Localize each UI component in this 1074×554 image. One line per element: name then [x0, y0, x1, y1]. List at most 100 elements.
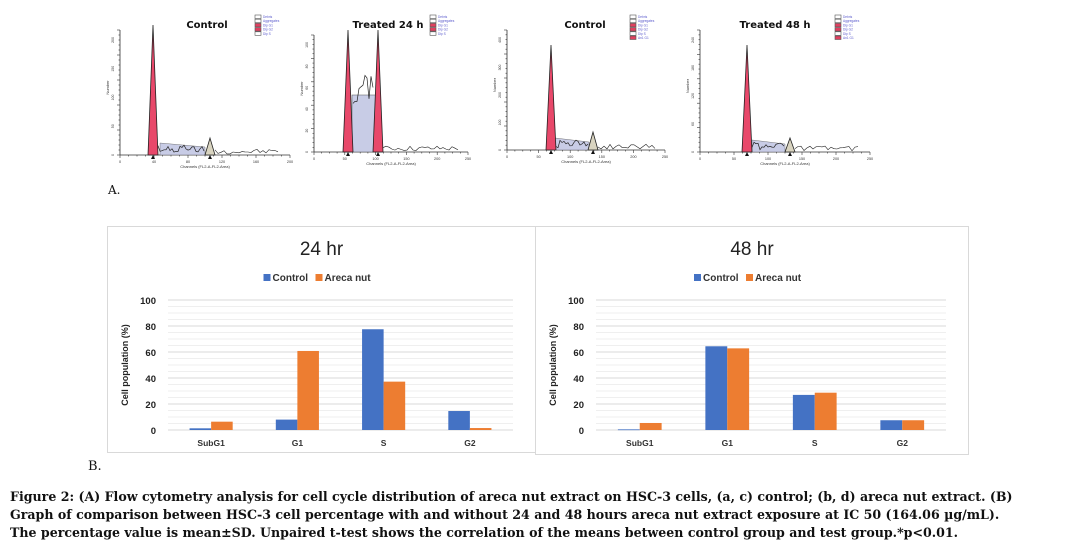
x-tick-label: S: [381, 438, 387, 448]
legend-label: Control: [273, 273, 309, 284]
legend-label: Dip G2: [263, 28, 273, 32]
x-tick-label: 200: [833, 157, 839, 161]
bar-control-g2: [880, 420, 903, 430]
y-axis-label: Number: [685, 78, 690, 93]
x-tick-label: 150: [799, 157, 805, 161]
y-tick-label: 0: [691, 151, 695, 153]
x-axis-label: Channels (FL2-A-FL2-Area): [561, 159, 611, 164]
x-tick-label: SubG1: [197, 438, 225, 448]
legend-swatch-areca-nut: [746, 274, 753, 281]
peak-marker-icon: [745, 152, 749, 156]
peak-marker-icon: [549, 150, 553, 154]
bar-control-s: [362, 329, 384, 430]
x-tick-label: 80: [186, 160, 190, 164]
y-tick-label: 300: [498, 65, 502, 71]
x-tick-label: 150: [403, 157, 409, 161]
x-tick-label: 160: [253, 160, 259, 164]
histogram-trace: [157, 144, 205, 153]
g1-peak: [342, 29, 354, 153]
legend-swatch: [629, 35, 637, 40]
y-tick-label: 60: [573, 348, 584, 359]
y-axis-label: Cell population (%): [548, 324, 558, 406]
x-tick-label: 0: [699, 157, 701, 161]
g1-peak: [545, 44, 557, 151]
x-tick-label: 0: [313, 157, 315, 161]
x-tick-label: SubG1: [626, 438, 654, 448]
s-phase-fill: [159, 142, 206, 156]
peak-marker-icon: [151, 155, 155, 159]
legend-swatch: [834, 31, 842, 36]
legend-label: Aggregates: [438, 19, 455, 23]
y-tick-label: 120: [691, 93, 695, 99]
legend-label: Aggregates: [263, 19, 280, 23]
flow-histogram-control-24h: Control Debris Aggregates Dip G1 Dip G2 Dip S…: [105, 0, 300, 180]
y-tick-label: 0: [498, 149, 502, 151]
caption-line: Figure 2: (A) Flow cytometry analysis fo…: [10, 489, 1013, 504]
peak-marker-icon: [208, 155, 212, 159]
x-tick-label: 100: [567, 155, 573, 159]
bar-control-g1: [705, 346, 728, 430]
legend-label: An1 G1: [638, 36, 649, 40]
x-axis-label: Channels (FL2-A-FL2-Area): [366, 161, 416, 166]
bar-control-g1: [275, 419, 298, 430]
y-axis-label: Number: [105, 80, 110, 95]
x-tick-label: G1: [292, 438, 304, 448]
peak-marker-icon: [376, 152, 380, 156]
y-tick-label: 100: [305, 42, 309, 48]
figure-caption: Figure 2: (A) Flow cytometry analysis fo…: [10, 488, 1070, 542]
s-phase-fill: [554, 137, 590, 151]
panel-a-label: A.: [108, 183, 121, 197]
y-tick-label: 20: [145, 400, 156, 411]
legend-label: Dip G1: [263, 23, 273, 27]
legend-label: An1 G1: [843, 36, 854, 40]
y-tick-label: 100: [140, 296, 156, 307]
x-tick-label: 100: [372, 157, 378, 161]
legend-swatch-control: [263, 274, 271, 281]
legend-label: Debris: [263, 15, 273, 19]
legend-swatch-areca-nut: [315, 274, 323, 281]
y-tick-label: 100: [498, 120, 502, 126]
legend-swatch-control: [694, 274, 701, 281]
bar-control-s: [792, 394, 815, 430]
y-tick-label: 400: [498, 37, 502, 43]
legend-swatch: [254, 27, 262, 32]
legend-label: Control: [703, 273, 739, 284]
x-tick-label: 150: [599, 155, 605, 159]
chart-title: 48 hr: [730, 239, 774, 260]
peak-marker-icon: [346, 152, 350, 156]
legend-label: Debris: [843, 15, 853, 19]
bar-chart-48hr: 48 hr Control Areca nut 0 20 40 60 80 100 Cell po…: [535, 226, 969, 455]
flow-histogram-control-48h: Control Debris Aggregates Dip G1 Dip G2 Dip S…: [475, 0, 675, 180]
y-tick-label: 20: [305, 129, 309, 133]
legend-label: Dip G1: [638, 23, 648, 27]
legend-label: Dip S: [438, 32, 446, 36]
histogram-tail: [382, 145, 459, 151]
y-tick-label: 20: [573, 400, 584, 411]
flow-histogram-treated-48h: Treated 48 h Debris Aggregates Dip G1 Dip G2…: [680, 0, 880, 180]
g1-peak: [147, 24, 159, 156]
y-tick-label: 40: [145, 374, 156, 385]
y-tick-label: 100: [111, 95, 115, 101]
s-phase-fill: [751, 139, 786, 153]
legend-label: Aggregates: [843, 19, 860, 23]
x-tick-label: 200: [630, 155, 636, 159]
g2-peak: [204, 136, 216, 156]
bar-chart-svg: 24 hr Control Areca nut 0 20 40 60 80 100 Cell po…: [120, 239, 513, 448]
legend-swatch: [429, 18, 437, 24]
histogram-trace: [555, 139, 589, 149]
legend-label: Dip S: [843, 32, 851, 36]
y-tick-label: 0: [151, 426, 156, 437]
legend-label: Dip G2: [638, 28, 648, 32]
x-tick-label: 100: [765, 157, 771, 161]
x-tick-label: 250: [662, 155, 668, 159]
caption-line: The percentage value is mean±SD. Unpaire…: [10, 525, 959, 540]
bar-areca-nut-g1: [297, 350, 319, 430]
g2-peak: [784, 136, 796, 153]
x-tick-label: G2: [897, 438, 909, 448]
flow-title: Control: [564, 20, 605, 31]
bar-control-subg1: [189, 428, 212, 430]
y-tick-label: 60: [691, 122, 695, 126]
